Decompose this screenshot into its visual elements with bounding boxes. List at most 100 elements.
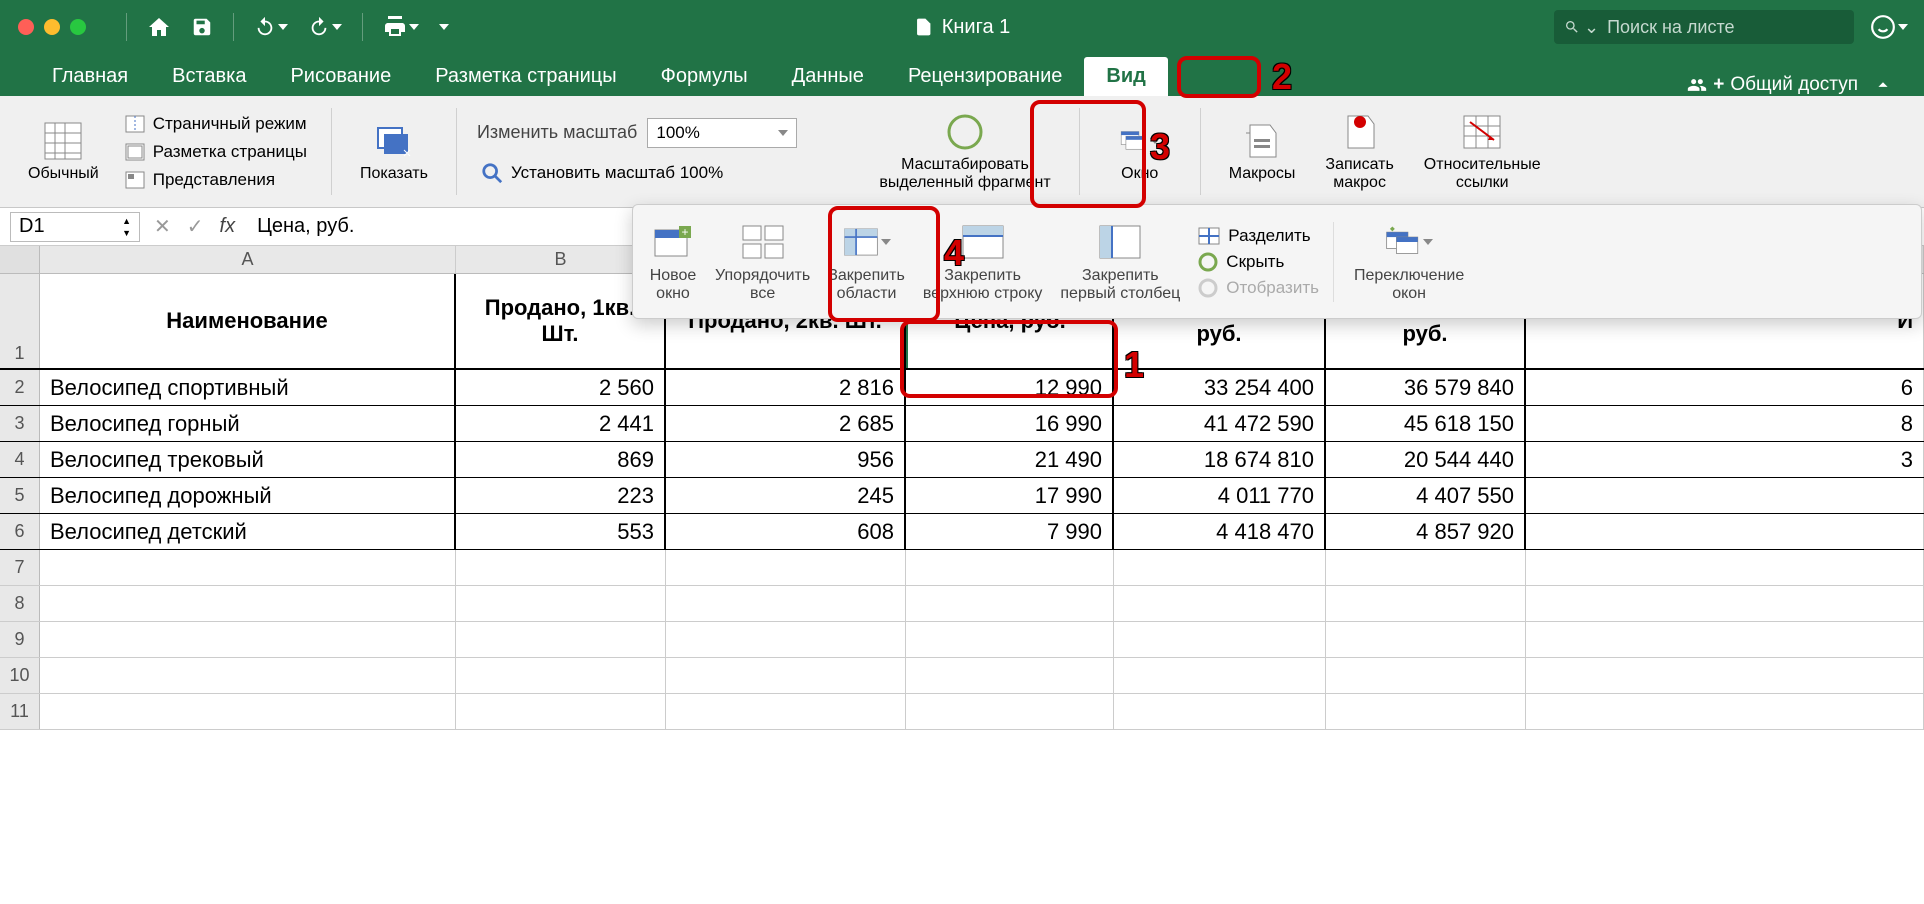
row-header[interactable]: 6 bbox=[0, 514, 40, 549]
cell[interactable] bbox=[1114, 694, 1326, 729]
cell[interactable]: 956 bbox=[666, 442, 906, 477]
maximize-button[interactable] bbox=[70, 19, 86, 35]
cell[interactable]: Велосипед спортивный bbox=[40, 370, 456, 405]
cell[interactable]: Велосипед детский bbox=[40, 514, 456, 549]
row-header[interactable]: 9 bbox=[0, 622, 40, 657]
cell[interactable]: 33 254 400 bbox=[1114, 370, 1326, 405]
row-header[interactable]: 7 bbox=[0, 550, 40, 585]
tab-review[interactable]: Рецензирование bbox=[886, 57, 1084, 96]
hide-button[interactable]: Скрыть bbox=[1198, 252, 1319, 272]
page-layout-button[interactable]: Разметка страницы bbox=[121, 140, 311, 164]
cell[interactable] bbox=[1526, 478, 1924, 513]
freeze-top-row-button[interactable]: Закрепить верхнюю строку bbox=[917, 217, 1049, 307]
cell[interactable] bbox=[1526, 694, 1924, 729]
cell[interactable]: 4 011 770 bbox=[1114, 478, 1326, 513]
cell[interactable]: 36 579 840 bbox=[1326, 370, 1526, 405]
cell[interactable] bbox=[666, 550, 906, 585]
cell[interactable]: 20 544 440 bbox=[1326, 442, 1526, 477]
cell[interactable] bbox=[456, 586, 666, 621]
freeze-first-col-button[interactable]: Закрепить первый столбец bbox=[1054, 217, 1186, 307]
cell[interactable]: 16 990 bbox=[906, 406, 1114, 441]
minimize-button[interactable] bbox=[44, 19, 60, 35]
cell[interactable] bbox=[666, 622, 906, 657]
cell[interactable] bbox=[906, 658, 1114, 693]
cell[interactable] bbox=[906, 694, 1114, 729]
cell[interactable]: 12 990 bbox=[906, 370, 1114, 405]
split-button[interactable]: Разделить bbox=[1198, 226, 1319, 246]
cell[interactable]: Велосипед трековый bbox=[40, 442, 456, 477]
search-box[interactable]: ⌄ Поиск на листе bbox=[1554, 10, 1854, 44]
custom-views-button[interactable]: Представления bbox=[121, 168, 311, 192]
cell[interactable] bbox=[1526, 550, 1924, 585]
show-button[interactable]: Показать bbox=[352, 102, 436, 201]
cell[interactable] bbox=[1326, 694, 1526, 729]
row-header[interactable]: 3 bbox=[0, 406, 40, 441]
cell[interactable] bbox=[1114, 622, 1326, 657]
cell[interactable] bbox=[40, 586, 456, 621]
collapse-ribbon-icon[interactable] bbox=[1872, 74, 1894, 96]
name-box[interactable]: D1 ▲▼ bbox=[10, 212, 140, 242]
row-header-1[interactable]: 1 bbox=[0, 274, 40, 368]
cell[interactable] bbox=[456, 658, 666, 693]
cell[interactable]: 2 441 bbox=[456, 406, 666, 441]
cell[interactable]: Велосипед горный bbox=[40, 406, 456, 441]
cell[interactable] bbox=[40, 658, 456, 693]
cell[interactable] bbox=[906, 622, 1114, 657]
cell[interactable]: 2 816 bbox=[666, 370, 906, 405]
arrange-all-button[interactable]: Упорядочить все bbox=[709, 217, 816, 307]
row-header[interactable]: 5 bbox=[0, 478, 40, 513]
cell[interactable]: 4 407 550 bbox=[1326, 478, 1526, 513]
cell[interactable]: 2 560 bbox=[456, 370, 666, 405]
cell[interactable]: 7 990 bbox=[906, 514, 1114, 549]
cancel-formula-icon[interactable]: ✕ bbox=[154, 214, 171, 239]
freeze-panes-button[interactable]: Закрепить области bbox=[822, 217, 911, 307]
cell[interactable] bbox=[1326, 550, 1526, 585]
cell[interactable] bbox=[1526, 514, 1924, 549]
new-window-button[interactable]: + Новое окно bbox=[643, 217, 703, 307]
record-macro-button[interactable]: Записать макрос bbox=[1317, 102, 1401, 201]
undo-button[interactable] bbox=[254, 16, 288, 38]
cell[interactable]: 3 bbox=[1526, 442, 1924, 477]
cell[interactable] bbox=[666, 586, 906, 621]
row-header[interactable]: 4 bbox=[0, 442, 40, 477]
col-header-a[interactable]: A bbox=[40, 246, 456, 273]
cell[interactable] bbox=[1526, 586, 1924, 621]
print-button[interactable] bbox=[383, 15, 419, 39]
zoom-dropdown[interactable]: 100% bbox=[647, 118, 797, 148]
macros-button[interactable]: Макросы bbox=[1221, 102, 1304, 201]
row-header[interactable]: 2 bbox=[0, 370, 40, 405]
cell[interactable]: 4 418 470 bbox=[1114, 514, 1326, 549]
user-menu[interactable] bbox=[1870, 14, 1908, 40]
cell[interactable] bbox=[1326, 622, 1526, 657]
qat-dropdown[interactable] bbox=[439, 24, 449, 30]
cell[interactable]: 18 674 810 bbox=[1114, 442, 1326, 477]
tab-data[interactable]: Данные bbox=[770, 57, 886, 96]
cell[interactable]: 245 bbox=[666, 478, 906, 513]
cell[interactable] bbox=[1526, 622, 1924, 657]
cell[interactable] bbox=[1114, 550, 1326, 585]
cell[interactable]: 608 bbox=[666, 514, 906, 549]
cell[interactable] bbox=[40, 694, 456, 729]
cell[interactable] bbox=[666, 694, 906, 729]
fx-icon[interactable]: fx bbox=[220, 215, 236, 238]
tab-view[interactable]: Вид bbox=[1084, 57, 1167, 96]
cell[interactable]: 17 990 bbox=[906, 478, 1114, 513]
cell[interactable] bbox=[456, 550, 666, 585]
tab-formulas[interactable]: Формулы bbox=[639, 57, 770, 96]
relative-refs-button[interactable]: Относительные ссылки bbox=[1416, 102, 1549, 201]
normal-view-button[interactable]: Обычный bbox=[20, 102, 107, 201]
cell[interactable] bbox=[906, 586, 1114, 621]
cell[interactable]: 6 bbox=[1526, 370, 1924, 405]
close-button[interactable] bbox=[18, 19, 34, 35]
home-icon[interactable] bbox=[147, 15, 171, 39]
row-header[interactable]: 11 bbox=[0, 694, 40, 729]
cell[interactable] bbox=[906, 550, 1114, 585]
cell[interactable]: 223 bbox=[456, 478, 666, 513]
cell[interactable] bbox=[40, 622, 456, 657]
save-icon[interactable] bbox=[191, 16, 213, 38]
cell[interactable]: 869 bbox=[456, 442, 666, 477]
row-header[interactable]: 8 bbox=[0, 586, 40, 621]
cell[interactable]: 2 685 bbox=[666, 406, 906, 441]
cell[interactable]: 553 bbox=[456, 514, 666, 549]
tab-insert[interactable]: Вставка bbox=[150, 57, 268, 96]
